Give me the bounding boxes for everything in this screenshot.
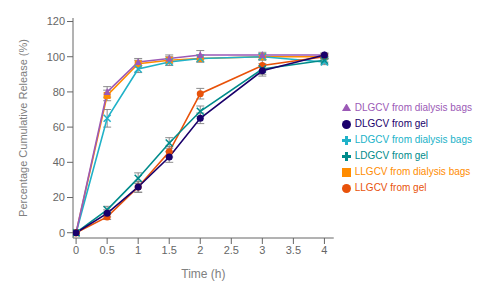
svg-text:3: 3 [259, 244, 265, 256]
svg-text:Time (h): Time (h) [181, 267, 225, 281]
svg-text:4: 4 [321, 244, 327, 256]
svg-text:3.5: 3.5 [286, 244, 301, 256]
svg-text:2.5: 2.5 [224, 244, 239, 256]
svg-text:1: 1 [135, 244, 141, 256]
html-text:DLGCV from dialysis bags: DLGCV from dialysis bags [354, 102, 472, 113]
html-text:LDGCV from gel: LDGCV from gel [354, 150, 429, 161]
svg-text:Percentage Cumulative Release: Percentage Cumulative Release (%) [17, 39, 29, 217]
html-text:LLGCV from dialysis bags: LLGCV from dialysis bags [354, 166, 471, 177]
svg-text:1.5: 1.5 [162, 244, 177, 256]
svg-text:20: 20 [53, 191, 65, 203]
svg-text:40: 40 [53, 156, 65, 168]
svg-text:2: 2 [197, 244, 203, 256]
svg-text:80: 80 [53, 86, 65, 98]
svg-text:60: 60 [53, 121, 65, 133]
html-text:LLGCV from gel: LLGCV from gel [354, 182, 427, 193]
svg-text:100: 100 [47, 51, 65, 63]
svg-text:0: 0 [59, 227, 65, 239]
html-text:DLGCV from gel: DLGCV from gel [354, 118, 429, 129]
svg-text:0.5: 0.5 [99, 244, 114, 256]
svg-text:0: 0 [73, 244, 79, 256]
svg-text:120: 120 [47, 15, 65, 27]
html-text:LDGCV from dialysis bags: LDGCV from dialysis bags [354, 134, 472, 145]
